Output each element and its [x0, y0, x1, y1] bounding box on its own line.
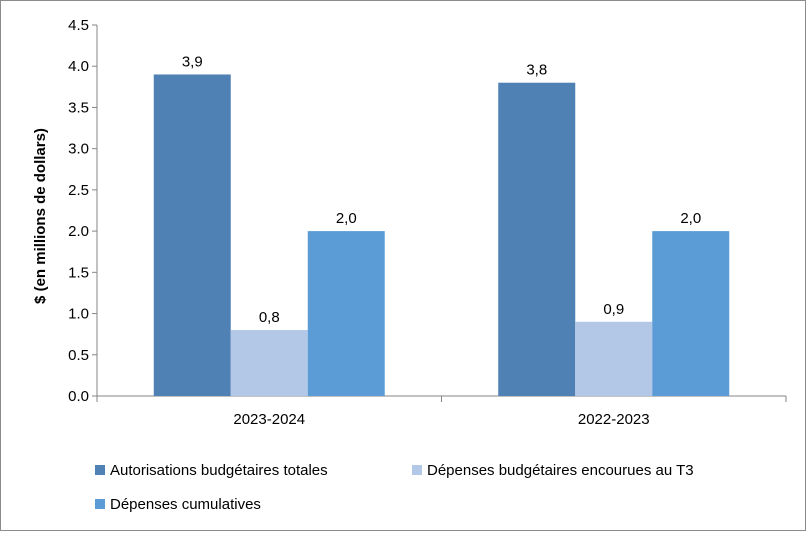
x-category-label: 2022-2023 — [578, 411, 650, 428]
bar — [498, 82, 576, 396]
y-tick-label: 2.0 — [68, 223, 89, 240]
x-category-label: 2023-2024 — [233, 411, 305, 428]
data-label: 2,0 — [680, 210, 701, 227]
y-tick-label: 3.0 — [68, 141, 89, 158]
legend-item: Dépenses cumulatives — [95, 496, 261, 513]
y-tick-label: 1.0 — [68, 306, 89, 323]
data-label: 3,9 — [182, 53, 203, 70]
bar — [575, 321, 653, 396]
y-tick-label: 0.5 — [68, 347, 89, 364]
data-label: 0,8 — [259, 309, 280, 326]
y-tick-label: 1.5 — [68, 264, 89, 281]
y-tick-label: 4.0 — [68, 58, 89, 75]
legend: Autorisations budgétaires totales Dépense… — [95, 462, 694, 513]
y-tick-label: 4.5 — [68, 17, 89, 34]
data-label: 2,0 — [336, 210, 357, 227]
bar — [153, 74, 231, 396]
bar — [230, 330, 308, 396]
legend-item: Dépenses budgétaires encourues au T3 — [412, 462, 694, 479]
y-axis: 0.0 0.5 1.0 1.5 2.0 2.5 3.0 3.5 4.0 4.5 — [68, 17, 98, 405]
data-label: 0,9 — [603, 301, 624, 318]
y-tick-label: 2.5 — [68, 182, 89, 199]
data-label: 3,8 — [526, 62, 547, 79]
x-axis: 2023-2024 2022-2023 — [96, 395, 787, 428]
legend-swatch — [95, 499, 105, 509]
legend-swatch — [95, 465, 105, 475]
legend-swatch — [412, 465, 422, 475]
legend-label: Autorisations budgétaires totales — [110, 462, 328, 479]
y-tick-label: 3.5 — [68, 99, 89, 116]
legend-label: Dépenses budgétaires encourues au T3 — [427, 462, 694, 479]
bars — [153, 74, 730, 396]
bar — [307, 231, 385, 396]
legend-label: Dépenses cumulatives — [110, 496, 261, 513]
y-axis-title: $ (en millions de dollars) — [32, 128, 49, 304]
legend-item: Autorisations budgétaires totales — [95, 462, 328, 479]
bar — [652, 231, 730, 396]
y-tick-label: 0.0 — [68, 388, 89, 405]
data-labels: 3,9 0,8 2,0 3,8 0,9 2,0 — [182, 53, 701, 326]
